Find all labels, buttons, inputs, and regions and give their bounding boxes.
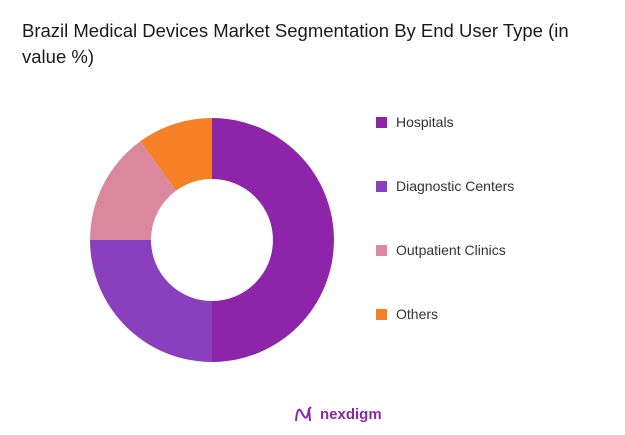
legend-item: Others [376, 304, 514, 324]
legend-swatch [376, 244, 387, 256]
chart-title: Brazil Medical Devices Market Segmentati… [22, 20, 569, 67]
legend-label: Diagnostic Centers [396, 178, 515, 194]
legend-label: Others [396, 306, 439, 322]
slice-others [140, 118, 212, 191]
slice-hospitals [212, 118, 334, 362]
legend: Hospitals Diagnostic Centers Outpatient Cl… [376, 112, 514, 368]
logo-text: nexdigm [320, 405, 382, 423]
legend-item: Outpatient Clinics [376, 240, 514, 260]
logo-icon [295, 406, 312, 422]
legend-label: Hospitals [396, 114, 454, 130]
slice-diagnostic-centers [90, 240, 212, 362]
legend-label: Outpatient Clinics [396, 242, 506, 258]
nexdigm-logo: nexdigm [294, 405, 382, 423]
legend-item: Diagnostic Centers [376, 176, 514, 196]
legend-swatch [376, 180, 387, 192]
legend-swatch [376, 116, 387, 128]
slice-outpatient-clinics [90, 141, 177, 240]
legend-item: Hospitals [376, 112, 514, 132]
legend-swatch [376, 308, 387, 320]
